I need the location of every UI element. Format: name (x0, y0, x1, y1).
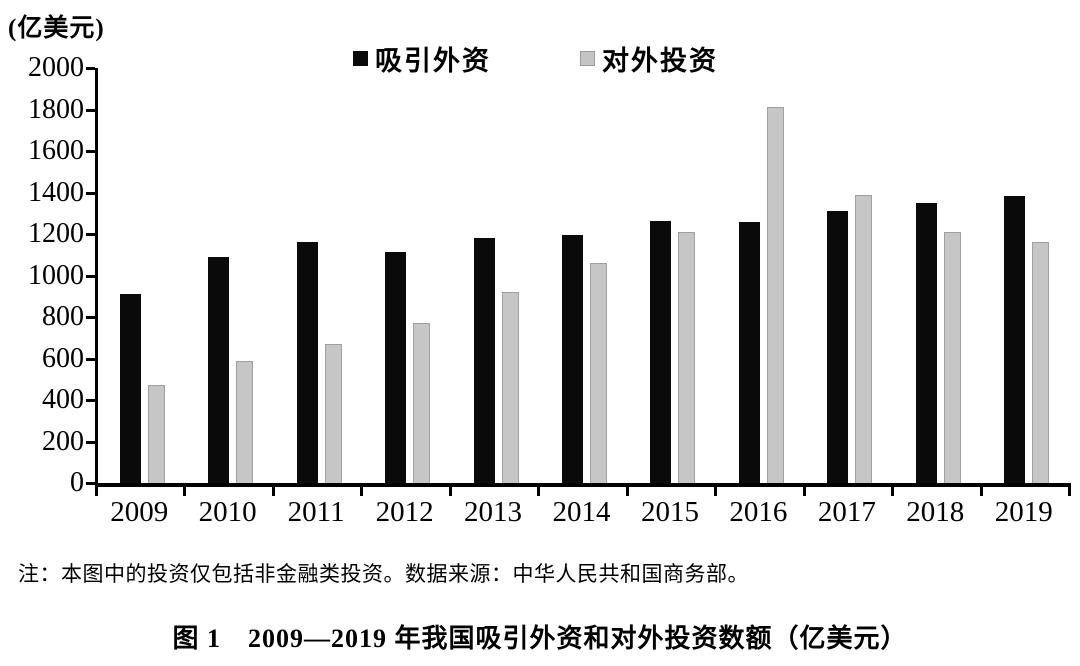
x-label-2012: 2012 (375, 496, 434, 528)
y-tick-800 (86, 316, 95, 319)
bar-group-2018 (894, 68, 982, 483)
x-label-2015: 2015 (640, 496, 699, 528)
bar-group-2012 (363, 68, 451, 483)
bar-inbound-2018 (915, 203, 937, 483)
bar-inbound-2019 (1004, 196, 1026, 483)
x-label-2009: 2009 (110, 496, 169, 528)
y-tick-label-1800: 1800 (28, 94, 84, 125)
bar-group-2019 (983, 68, 1071, 483)
x-label-2017: 2017 (817, 496, 876, 528)
bar-inbound-2010 (208, 257, 230, 483)
bar-group-2014 (540, 68, 628, 483)
chart-legend: 吸引外资 对外投资 (0, 40, 1080, 76)
y-tick-1400 (86, 192, 95, 195)
y-tick-1000 (86, 275, 95, 278)
x-label-2010: 2010 (198, 496, 257, 528)
bar-inbound-2012 (385, 252, 407, 483)
bar-outbound-2011 (324, 344, 342, 483)
gray-square-icon (580, 50, 595, 66)
y-tick-label-200: 200 (42, 426, 84, 457)
x-tick-3 (360, 487, 363, 496)
x-tick-6 (626, 487, 629, 496)
x-tick-4 (449, 487, 452, 496)
legend-label-outbound-investment: 对外投资 (602, 45, 718, 76)
x-tick-0 (95, 487, 98, 496)
bar-group-2017 (806, 68, 894, 483)
bar-inbound-2017 (827, 211, 849, 483)
legend-label-inbound-fdi: 吸引外资 (375, 45, 491, 76)
x-tick-2 (272, 487, 275, 496)
x-label-2019: 2019 (994, 496, 1053, 528)
y-tick-400 (86, 399, 95, 402)
y-tick-200 (86, 441, 95, 444)
bar-inbound-2011 (296, 242, 318, 483)
bar-outbound-2012 (413, 323, 431, 483)
y-tick-label-1000: 1000 (28, 260, 84, 291)
bar-groups (98, 68, 1071, 483)
bar-group-2013 (452, 68, 540, 483)
y-tick-label-1200: 1200 (28, 218, 84, 249)
bar-inbound-2015 (650, 221, 672, 483)
x-tick-11 (1068, 487, 1071, 496)
y-tick-label-1600: 1600 (28, 135, 84, 166)
y-tick-label-600: 600 (42, 343, 84, 374)
y-tick-600 (86, 358, 95, 361)
figure-note: 注：本图中的投资仅包括非金融类投资。数据来源：中华人民共和国商务部。 (18, 562, 749, 586)
bar-outbound-2019 (1032, 242, 1050, 483)
bar-outbound-2018 (943, 232, 961, 483)
y-tick-label-1400: 1400 (28, 177, 84, 208)
bar-group-2016 (717, 68, 805, 483)
y-tick-label-2000: 2000 (28, 52, 84, 83)
x-axis-labels: 2009 2010 2011 2012 2013 2014 2015 2016 2017 2018… (95, 496, 1068, 529)
bar-outbound-2015 (678, 232, 696, 483)
legend-item-inbound-fdi: 吸引外资 (353, 40, 491, 76)
y-tick-label-0: 0 (70, 467, 84, 498)
bar-outbound-2009 (147, 385, 165, 483)
x-tick-7 (714, 487, 717, 496)
y-tick-1600 (86, 150, 95, 153)
x-label-2011: 2011 (287, 496, 345, 528)
black-square-icon (353, 50, 368, 66)
bar-group-2015 (629, 68, 717, 483)
x-label-2018: 2018 (906, 496, 965, 528)
figure-caption: 图 1 2009—2019 年我国吸引外资和对外投资数额（亿美元） (172, 624, 908, 653)
x-tick-10 (980, 487, 983, 496)
bar-group-2011 (275, 68, 363, 483)
y-tick-0 (86, 482, 95, 485)
bar-outbound-2016 (766, 107, 784, 483)
y-tick-1200 (86, 233, 95, 236)
y-tick-1800 (86, 109, 95, 112)
y-tick-2000 (86, 67, 95, 70)
bar-outbound-2010 (236, 361, 254, 483)
y-axis-unit-label: (亿美元) (8, 15, 105, 42)
bar-group-2010 (186, 68, 274, 483)
bar-inbound-2014 (561, 235, 583, 483)
legend-item-outbound-investment: 对外投资 (580, 40, 718, 76)
bar-inbound-2013 (473, 238, 495, 483)
bar-group-2009 (98, 68, 186, 483)
x-label-2016: 2016 (729, 496, 788, 528)
bar-outbound-2017 (855, 195, 873, 483)
x-tick-8 (803, 487, 806, 496)
bar-outbound-2014 (589, 263, 607, 483)
x-label-2013: 2013 (464, 496, 523, 528)
x-tick-5 (537, 487, 540, 496)
x-tick-9 (891, 487, 894, 496)
y-tick-label-800: 800 (42, 301, 84, 332)
x-tick-1 (183, 487, 186, 496)
bar-inbound-2009 (119, 294, 141, 483)
y-tick-label-400: 400 (42, 384, 84, 415)
x-label-2014: 2014 (552, 496, 611, 528)
bar-outbound-2013 (501, 292, 519, 483)
bar-inbound-2016 (738, 222, 760, 483)
plot-area (95, 68, 1071, 487)
